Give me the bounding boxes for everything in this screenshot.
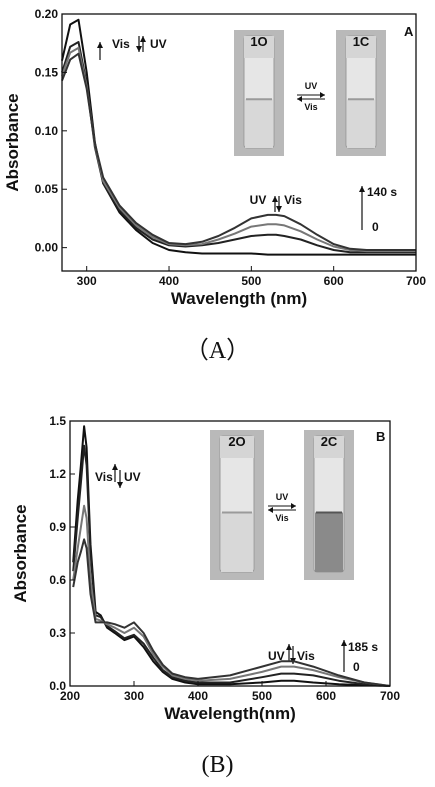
- panel-b-x-tick-label: 700: [380, 689, 400, 703]
- panel-b-y-tick-label: 0.3: [49, 626, 66, 640]
- panel-a-photoswitch-arrows-back-head: [297, 96, 302, 102]
- panel-a-vis-arrow-head: [97, 42, 103, 48]
- panel-b-uv-label: UV: [124, 470, 141, 484]
- panel-b-photoswitch-arrows-back-head: [268, 507, 273, 513]
- panel-a-y-axis-label: Absorbance: [3, 93, 22, 191]
- panel-a-vial-closed-label: 1C: [353, 34, 370, 49]
- panel-b-photoswitch-arrows-forward-head: [291, 503, 296, 509]
- panel-b-vial-closed: 2C: [304, 430, 354, 580]
- panel-a-vial-open: 1O: [234, 30, 284, 156]
- panel-a-peak-vis-label: Vis: [284, 193, 302, 207]
- panel-b-peak-uv-label: UV: [268, 649, 285, 663]
- panel-a-x-tick-label: 300: [77, 274, 97, 288]
- panel-b-vial-open: 2O: [210, 430, 264, 580]
- panel-b-y-tick-label: 0.0: [49, 679, 66, 693]
- panel-a-y-tick-label: 0.05: [35, 182, 59, 196]
- panel-a-x-tick-label: 500: [241, 274, 261, 288]
- panel-a-x-tick-label: 700: [406, 274, 426, 288]
- panel-b-x-tick-label: 300: [124, 689, 144, 703]
- panel-a: Vis UV UV Vis 140 s 0 1O 1C UV Vis 300 400 500 600 700…: [3, 7, 426, 308]
- panel-b-time-bottom: 0: [353, 660, 360, 674]
- panel-a-peak-up-arrow-head: [272, 196, 278, 202]
- panel-b-vis-up-arrow-head: [112, 464, 118, 470]
- panel-b-vial-open-label: 2O: [228, 434, 245, 449]
- panel-b-photoswitch-arrows-uv-label: UV: [276, 492, 289, 502]
- panel-a-vial-closed: 1C: [336, 30, 386, 156]
- panel-b-peak-up-arrow-head: [286, 644, 292, 650]
- panel-b-photoswitch-arrows: UV Vis: [268, 492, 296, 523]
- panel-b-series-line: [72, 538, 391, 687]
- panel-a-y-tick-label: 0.00: [35, 241, 59, 255]
- panel-b-photoswitch-arrows-vis-label: Vis: [275, 513, 288, 523]
- panel-b-series-line: [72, 504, 391, 687]
- panel-b-time-arrow-head: [341, 640, 347, 646]
- panel-a-vial-open-liquid: [245, 99, 273, 148]
- panel-b-peak-vis-label: Vis: [297, 649, 315, 663]
- panel-b-vial-closed-liquid: [315, 512, 343, 572]
- panel-b-y-tick-label: 1.2: [49, 467, 66, 481]
- panel-b-plot-frame: [69, 420, 391, 687]
- panel-b-vial-open-liquid: [221, 512, 253, 572]
- panel-b-letter: B: [376, 429, 385, 444]
- panel-a-plot-frame: [61, 13, 417, 272]
- panel-b-vial-open-cap: [220, 436, 254, 458]
- panel-a-peak-uv-label: UV: [250, 193, 267, 207]
- panel-a-y-tick-label: 0.10: [35, 124, 59, 138]
- panel-b-uv-down-arrow-head: [117, 482, 123, 488]
- panel-b-x-tick-label: 500: [252, 689, 272, 703]
- panel-a-x-tick-label: 400: [159, 274, 179, 288]
- panel-b-vis-label: Vis: [95, 470, 113, 484]
- panel-b-y-tick-label: 0.6: [49, 573, 66, 587]
- panel-a-time-bottom: 0: [372, 220, 379, 234]
- panel-a-time-top: 140 s: [367, 185, 397, 199]
- panel-a-uv-up-arrow-head: [140, 36, 146, 42]
- panel-a-letter: A: [404, 24, 414, 39]
- panel-a-uv-label: UV: [150, 37, 167, 51]
- panel-b-y-tick-label: 0.9: [49, 520, 66, 534]
- panel-a-time-arrow-head: [359, 186, 365, 192]
- panel-a-y-tick-label: 0.20: [35, 7, 59, 21]
- panel-a-peak-down-arrow-head: [276, 206, 282, 212]
- panel-a-x-axis-label: Wavelength (nm): [171, 289, 307, 308]
- panel-a-vial-closed-cap: [346, 36, 376, 58]
- panel-a-photoswitch-arrows-forward-head: [320, 92, 325, 98]
- panel-a-photoswitch-arrows: UV Vis: [297, 81, 325, 112]
- panel-a-y-tick-label: 0.15: [35, 65, 59, 79]
- panel-b-y-axis-label: Absorbance: [11, 504, 30, 602]
- panel-b-caption: (B): [201, 752, 234, 778]
- panel-b-x-tick-label: 200: [60, 689, 80, 703]
- panel-b-time-top: 185 s: [348, 640, 378, 654]
- panel-a-vis-label: Vis: [112, 37, 130, 51]
- panel-a-vial-open-cap: [244, 36, 274, 58]
- panel-b-series-line: [72, 444, 391, 687]
- panel-a-photoswitch-arrows-uv-label: UV: [305, 81, 318, 91]
- panel-b: Vis UV UV Vis 185 s 0 2O 2C UV Vis 200 300 400 500 600…: [11, 414, 400, 723]
- panel-a-vial-open-label: 1O: [250, 34, 267, 49]
- panel-b-x-tick-label: 600: [316, 689, 336, 703]
- panel-a-x-tick-label: 600: [324, 274, 344, 288]
- panel-b-y-tick-label: 1.5: [49, 414, 66, 428]
- panel-b-vial-closed-cap: [314, 436, 344, 458]
- panel-a-uv-down-arrow-head: [136, 46, 142, 52]
- panel-a-series-line: [61, 52, 416, 251]
- panel-b-vial-closed-label: 2C: [321, 434, 338, 449]
- panel-a-vial-closed-liquid: [347, 99, 375, 148]
- panel-b-x-axis-label: Wavelength(nm): [164, 704, 296, 723]
- panel-a-caption: （A）: [184, 338, 251, 364]
- panel-a-photoswitch-arrows-vis-label: Vis: [304, 102, 317, 112]
- panel-b-x-tick-label: 400: [188, 689, 208, 703]
